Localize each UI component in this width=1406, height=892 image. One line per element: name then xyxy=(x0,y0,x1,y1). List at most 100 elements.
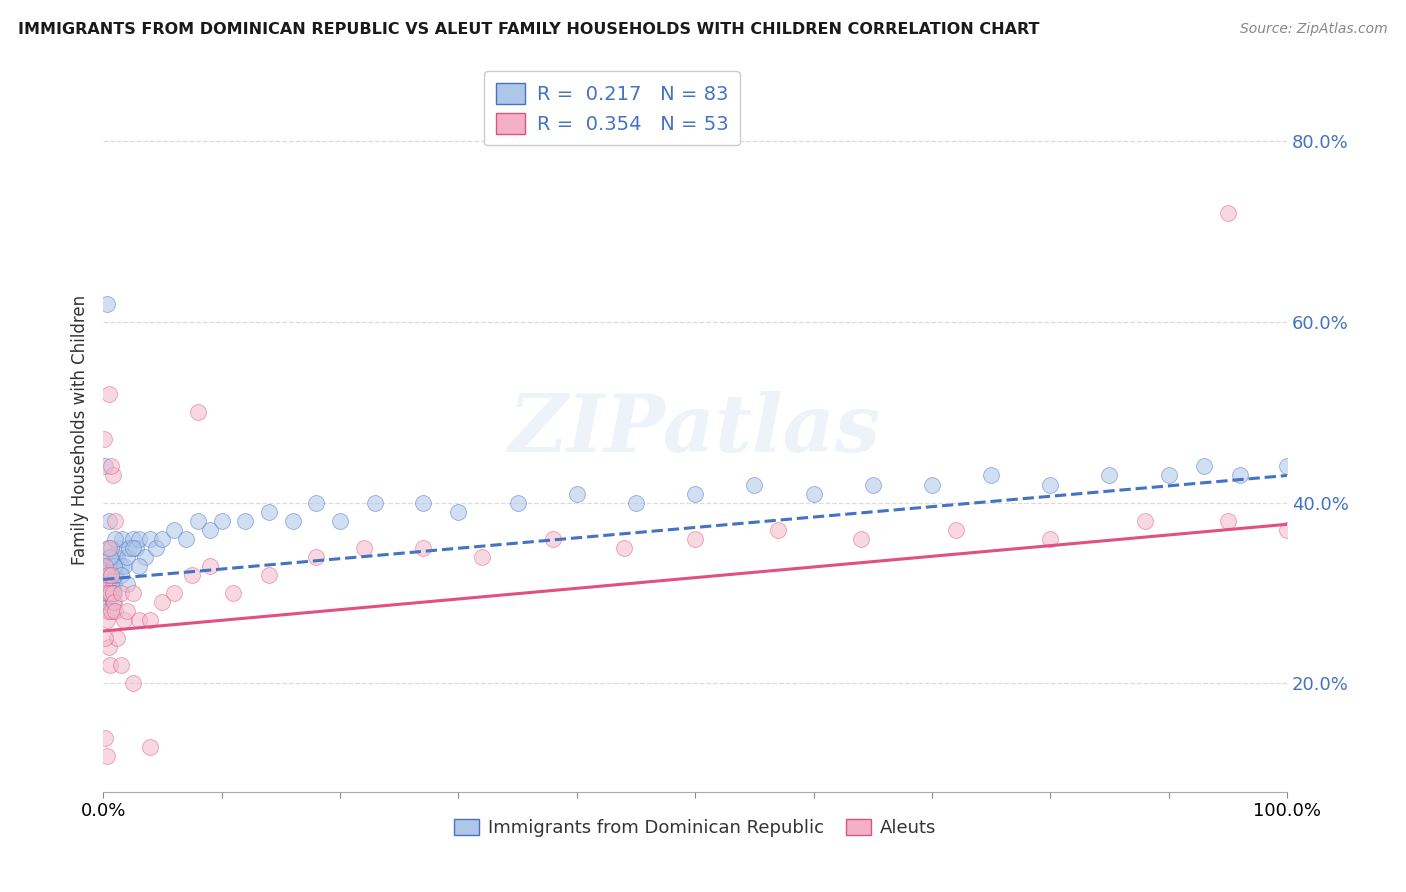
Point xyxy=(97,586,120,600)
Point xyxy=(121,586,143,600)
Point xyxy=(187,405,209,419)
Point xyxy=(121,676,143,690)
Point xyxy=(139,739,162,754)
Point xyxy=(98,568,121,582)
Point xyxy=(100,568,122,582)
Point xyxy=(565,486,588,500)
Point xyxy=(93,577,115,591)
Point xyxy=(100,459,122,474)
Point xyxy=(94,568,117,582)
Point xyxy=(111,532,134,546)
Point xyxy=(98,658,121,673)
Point xyxy=(128,558,150,573)
Point xyxy=(98,549,121,564)
Point xyxy=(93,432,115,446)
Point xyxy=(98,586,121,600)
Point xyxy=(139,532,162,546)
Point xyxy=(107,541,129,555)
Point xyxy=(98,640,121,655)
Point xyxy=(94,595,117,609)
Point xyxy=(96,748,118,763)
Point xyxy=(101,604,124,618)
Point xyxy=(134,549,156,564)
Point xyxy=(101,595,124,609)
Text: Source: ZipAtlas.com: Source: ZipAtlas.com xyxy=(1240,22,1388,37)
Point xyxy=(93,577,115,591)
Point xyxy=(187,514,209,528)
Point xyxy=(1216,206,1239,220)
Point xyxy=(683,532,706,546)
Point xyxy=(412,495,434,509)
Point xyxy=(921,477,943,491)
Point xyxy=(104,568,127,582)
Point xyxy=(862,477,884,491)
Point xyxy=(98,387,121,401)
Point xyxy=(98,577,121,591)
Point xyxy=(181,568,204,582)
Point xyxy=(329,514,352,528)
Point xyxy=(94,459,117,474)
Point xyxy=(945,523,967,537)
Point xyxy=(98,558,121,573)
Point xyxy=(104,604,127,618)
Point xyxy=(624,495,647,509)
Point xyxy=(97,568,120,582)
Point xyxy=(101,586,124,600)
Point xyxy=(1192,459,1215,474)
Point xyxy=(94,731,117,745)
Point xyxy=(150,532,173,546)
Point xyxy=(105,549,128,564)
Point xyxy=(412,541,434,555)
Point xyxy=(1098,468,1121,483)
Point xyxy=(98,577,121,591)
Point xyxy=(93,586,115,600)
Point xyxy=(211,514,233,528)
Point xyxy=(364,495,387,509)
Legend: Immigrants from Dominican Republic, Aleuts: Immigrants from Dominican Republic, Aleu… xyxy=(447,812,943,845)
Point xyxy=(101,577,124,591)
Point xyxy=(115,577,138,591)
Point xyxy=(103,586,125,600)
Point xyxy=(1133,514,1156,528)
Point xyxy=(198,558,221,573)
Point xyxy=(766,523,789,537)
Point xyxy=(121,532,143,546)
Point xyxy=(114,613,136,627)
Point xyxy=(98,586,121,600)
Point xyxy=(613,541,636,555)
Point xyxy=(257,568,280,582)
Point xyxy=(104,549,127,564)
Point xyxy=(115,604,138,618)
Point xyxy=(110,558,132,573)
Point xyxy=(1275,459,1298,474)
Point xyxy=(96,558,118,573)
Point xyxy=(94,549,117,564)
Point xyxy=(145,541,167,555)
Point xyxy=(110,568,132,582)
Point xyxy=(94,558,117,573)
Point xyxy=(125,541,148,555)
Point xyxy=(281,514,304,528)
Point xyxy=(93,558,115,573)
Point xyxy=(233,514,256,528)
Point xyxy=(104,514,127,528)
Point xyxy=(1039,532,1062,546)
Point xyxy=(104,532,127,546)
Point xyxy=(105,558,128,573)
Point xyxy=(101,468,124,483)
Point xyxy=(163,523,186,537)
Point xyxy=(174,532,197,546)
Point xyxy=(101,558,124,573)
Point xyxy=(96,586,118,600)
Point xyxy=(96,296,118,310)
Point xyxy=(353,541,375,555)
Point xyxy=(97,568,120,582)
Point xyxy=(305,549,328,564)
Point xyxy=(1216,514,1239,528)
Point xyxy=(100,568,122,582)
Point xyxy=(98,514,121,528)
Point xyxy=(541,532,564,546)
Point xyxy=(128,532,150,546)
Point xyxy=(100,541,122,555)
Point xyxy=(105,632,128,646)
